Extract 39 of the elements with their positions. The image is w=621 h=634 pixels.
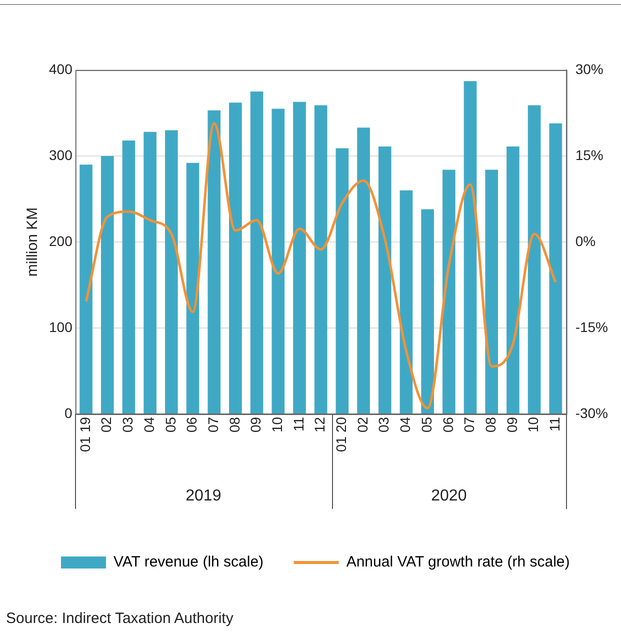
x-tick-label: 02 [354, 416, 370, 433]
y-axis-title: million KM [24, 207, 42, 277]
x-tick-label: 06 [440, 416, 456, 433]
y2-tick-label: -15% [575, 318, 608, 335]
y2-tick-label: 30% [575, 60, 604, 77]
x-tick-label: 05 [162, 416, 178, 433]
x-tick-label: 12 [312, 416, 328, 433]
x-tick-label: 03 [376, 416, 392, 433]
x-tick-label: 01 19 [76, 416, 93, 452]
x-tick-label: 03 [120, 416, 136, 433]
y2-tick-label: -30% [575, 404, 608, 421]
x-tick-label: 04 [140, 416, 157, 433]
y2-tick-label: 15% [575, 146, 604, 163]
y-tick-label: 100 [49, 318, 73, 335]
y-tick-label: 200 [49, 232, 73, 249]
legend-label: VAT revenue (lh scale) [113, 554, 264, 571]
legend-label: Annual VAT growth rate (rh scale) [346, 554, 570, 571]
y-tick-label: 300 [49, 146, 73, 163]
x-tick-label: 07 [204, 416, 221, 433]
x-tick-label: 11 [290, 416, 306, 432]
x-tick-label: 01 20 [333, 416, 350, 452]
source-note: Source: Indirect Taxation Authority [6, 610, 234, 627]
y2-tick-label: 0% [575, 232, 596, 249]
y-tick-label: 400 [49, 60, 73, 77]
x-tick-label: 11 [546, 416, 563, 432]
text: 2020 [431, 487, 467, 504]
x-tick-label: 07 [461, 416, 478, 433]
x-tick-label: 02 [98, 416, 114, 433]
x-tick-label: 08 [226, 416, 242, 433]
y-tick-label: 0 [64, 404, 73, 421]
x-tick-label: 04 [397, 416, 414, 433]
x-tick-label: 09 [504, 416, 520, 433]
x-tick-label: 10 [269, 416, 286, 433]
x-tick-label: 05 [418, 416, 434, 433]
text: 2019 [186, 487, 222, 504]
x-tick-label: 10 [525, 416, 542, 433]
x-tick-label: 08 [482, 416, 498, 433]
x-tick-label: 06 [184, 416, 200, 433]
x-tick-label: 09 [248, 416, 264, 433]
